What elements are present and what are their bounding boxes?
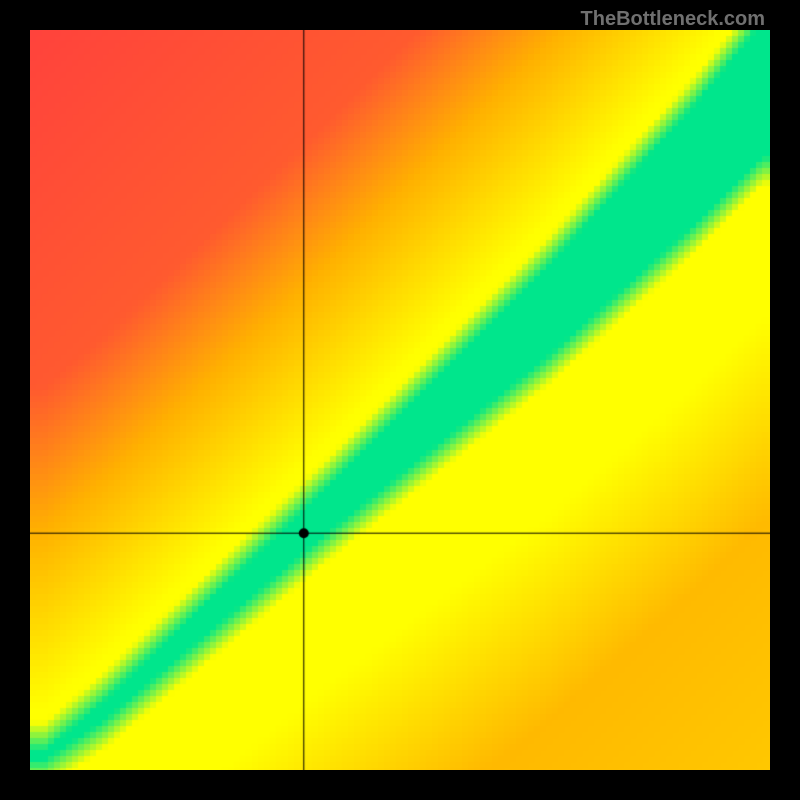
watermark-text: TheBottleneck.com [581,8,765,31]
bottleneck-heatmap [30,30,770,770]
